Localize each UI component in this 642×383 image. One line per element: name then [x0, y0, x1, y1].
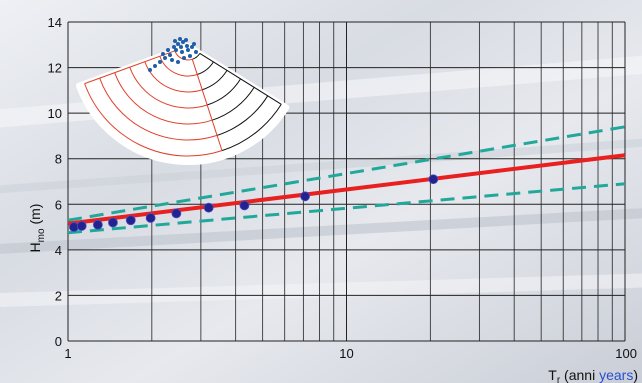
inset-point — [185, 44, 189, 48]
lower-confidence-line — [67, 182, 626, 235]
data-point — [203, 202, 214, 213]
inset-arc — [84, 83, 223, 157]
x-axis-title: Tr (anni years) — [548, 367, 638, 383]
background-streak — [0, 138, 642, 194]
y-tick-label: 10 — [48, 106, 62, 121]
background-streak — [0, 208, 642, 254]
tick-labels: 0 2 4 6 8 10 12 14 1 10 100 — [48, 15, 637, 361]
inset-point — [188, 54, 192, 58]
x-tick-label: 100 — [615, 346, 637, 361]
y-tick-label: 12 — [48, 61, 62, 76]
data-point — [428, 174, 439, 185]
inset-point — [163, 56, 167, 60]
data-point — [92, 219, 103, 230]
inset-arc — [202, 70, 228, 91]
inset-point — [180, 50, 184, 54]
inset-point — [176, 42, 180, 46]
inset-arc — [207, 78, 242, 106]
inset-point — [176, 60, 180, 64]
inset-arc — [129, 67, 208, 109]
inset-point — [158, 60, 162, 64]
data-point — [108, 217, 118, 228]
data-point — [125, 215, 136, 226]
inset-arc — [197, 61, 214, 76]
inset-arc — [174, 50, 193, 61]
background-streak — [0, 273, 642, 307]
y-tick-label: 8 — [55, 152, 62, 167]
inset-radial — [84, 50, 176, 85]
inset-arc — [159, 56, 198, 77]
y-tick-label: 6 — [55, 197, 62, 212]
inset-point — [182, 56, 186, 60]
data-point — [145, 213, 156, 223]
inset-radial — [199, 52, 282, 105]
inset-point — [179, 45, 183, 49]
inset-point — [168, 53, 172, 57]
series-layer — [67, 125, 626, 235]
x-tick-label: 1 — [64, 346, 71, 361]
inset-point — [148, 68, 152, 72]
inset-arc — [99, 77, 218, 141]
inset-point — [184, 38, 188, 42]
y-axis-title: Hmo (m) — [27, 204, 47, 253]
inset-arc — [211, 87, 255, 121]
y-tick-label: 2 — [55, 288, 62, 303]
inset-point — [192, 42, 196, 46]
data-point — [76, 221, 87, 231]
inset-point — [173, 39, 177, 43]
data-point — [239, 200, 250, 211]
inset-point — [186, 48, 190, 52]
inset-backdrop — [75, 43, 290, 165]
upper-confidence-line — [67, 125, 626, 222]
inset-point — [166, 48, 170, 52]
inset-point — [190, 45, 194, 49]
inset-point — [161, 52, 165, 56]
data-point — [300, 191, 310, 202]
inset-point — [172, 45, 176, 49]
inset-arc — [114, 72, 213, 125]
y-tick-label: 14 — [48, 15, 62, 30]
inset-point — [153, 64, 157, 68]
inset-arc — [221, 104, 282, 152]
inset-point — [178, 37, 182, 41]
x-tick-label: 10 — [339, 346, 353, 361]
data-point — [171, 208, 182, 219]
fitted-line — [67, 153, 626, 226]
inset-point — [170, 58, 174, 62]
wave-rose-sector-icon — [75, 37, 290, 165]
inset-point — [181, 40, 185, 44]
inset-radial — [191, 59, 223, 151]
inset-point — [174, 48, 178, 52]
inset-arc — [216, 95, 269, 136]
inset-point — [194, 50, 198, 54]
y-tick-label: 4 — [55, 243, 62, 258]
y-tick-label: 0 — [55, 334, 62, 349]
